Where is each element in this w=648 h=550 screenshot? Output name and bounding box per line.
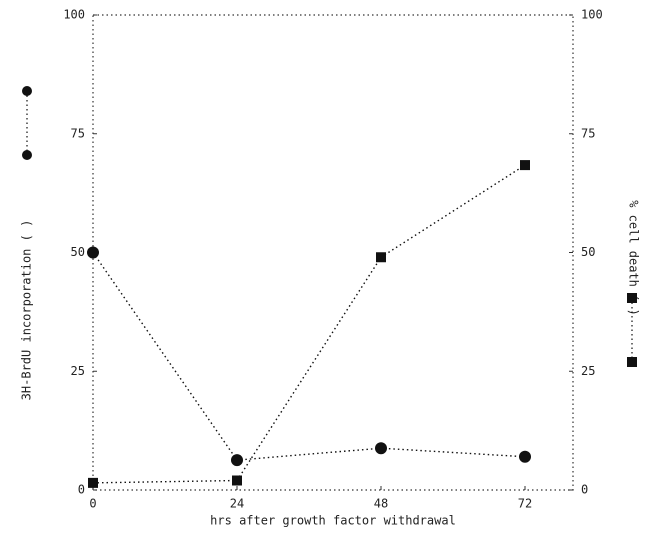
- y-tick-label: 25: [71, 364, 85, 378]
- y-tick-label: 50: [71, 245, 85, 259]
- circle-marker: [87, 246, 99, 259]
- y2-tick-label: 0: [581, 483, 588, 497]
- series-line: [92, 252, 526, 461]
- circle-marker: [519, 450, 531, 463]
- y-tick-label: 75: [71, 126, 85, 140]
- circle-marker: [231, 454, 243, 467]
- square-marker: [376, 252, 386, 263]
- x-tick-label: 24: [230, 497, 244, 511]
- y2-tick-label: 75: [581, 126, 595, 140]
- square-marker: [520, 160, 530, 171]
- y2-tick-label: 100: [581, 8, 603, 22]
- square-marker: [232, 475, 242, 486]
- plot-frame: [92, 14, 574, 491]
- legend-circle: [22, 86, 32, 160]
- y2-tick-label: 25: [581, 364, 595, 378]
- series-line: [92, 164, 526, 484]
- y-axis-title: 3H-BrdU incorporation ( ): [20, 220, 34, 401]
- y-tick-label: 100: [63, 8, 85, 22]
- square-marker: [88, 477, 98, 488]
- y2-axis-title: % cell death ( ): [627, 200, 641, 316]
- x-tick-label: 48: [374, 497, 388, 511]
- x-axis-title: hrs after growth factor withdrawal: [210, 514, 456, 528]
- y-tick-label: 0: [78, 483, 85, 497]
- legend-square: [627, 293, 637, 367]
- circle-marker: [375, 442, 387, 455]
- x-tick-label: 72: [518, 497, 532, 511]
- y2-tick-label: 50: [581, 245, 595, 259]
- x-tick-label: 0: [89, 497, 96, 511]
